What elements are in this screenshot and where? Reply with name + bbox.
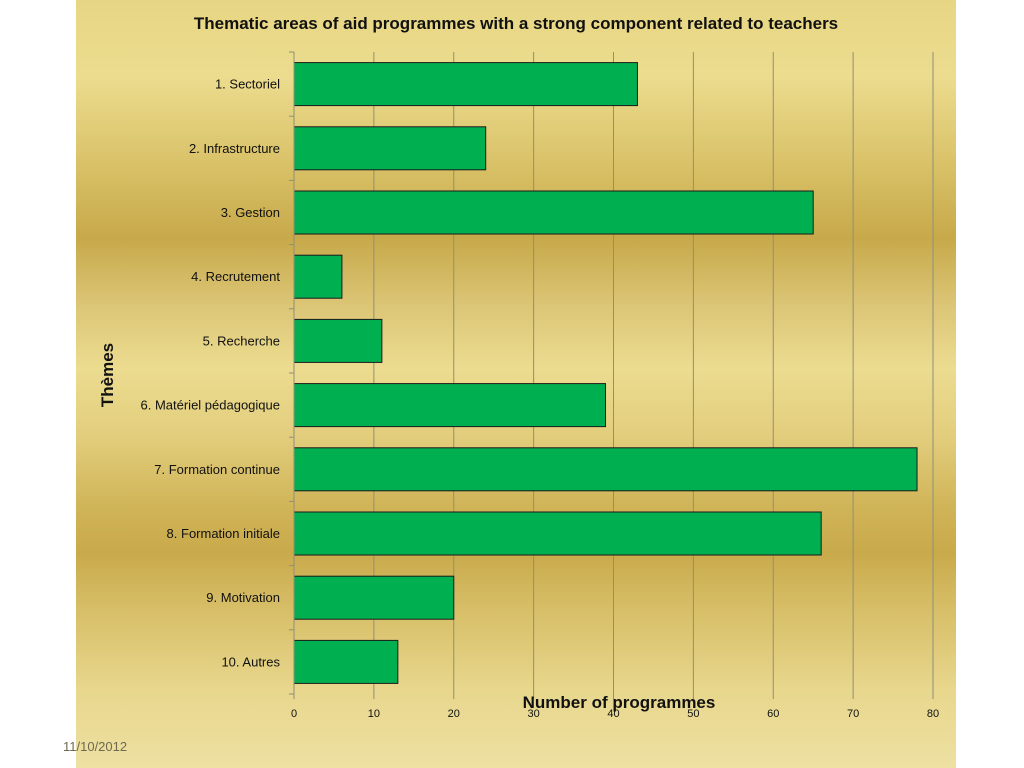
category-label: 7. Formation continue <box>154 462 280 477</box>
category-label: 5. Recherche <box>203 333 280 348</box>
bar-9 <box>293 575 455 620</box>
x-tick-label: 50 <box>687 708 699 720</box>
x-tick-label: 60 <box>767 708 779 720</box>
bar-2 <box>293 126 487 171</box>
axes <box>289 51 934 699</box>
category-label: 10. Autres <box>221 654 280 669</box>
x-tick-label: 80 <box>927 708 939 720</box>
x-tick-label: 20 <box>448 708 460 720</box>
x-tick-label: 0 <box>291 708 297 720</box>
bar-5 <box>293 318 383 363</box>
bar-7 <box>293 447 918 492</box>
bar-6 <box>293 383 607 428</box>
x-axis-title: Number of programmes <box>523 693 716 712</box>
bar-8 <box>293 511 822 556</box>
category-label: 6. Matériel pédagogique <box>141 398 281 413</box>
x-tick-label: 10 <box>368 708 380 720</box>
x-tick-label: 30 <box>528 708 540 720</box>
bar-10 <box>293 639 399 684</box>
category-label: 1. Sectoriel <box>215 77 280 92</box>
bar-3 <box>293 190 814 235</box>
bar-4 <box>293 254 343 299</box>
x-tick-label: 70 <box>847 708 859 720</box>
bars <box>293 62 918 684</box>
category-label: 2. Infrastructure <box>189 141 280 156</box>
category-label: 9. Motivation <box>206 590 280 605</box>
labels: 0 10 20 30 40 50 60 70 80 1. Sectoriel 2. Infrastr… <box>141 77 940 720</box>
category-label: 3. Gestion <box>221 205 280 220</box>
y-axis-title: Thèmes <box>98 343 117 407</box>
category-label: 8. Formation initiale <box>167 526 280 541</box>
chart-title: Thematic areas of aid programmes with a … <box>194 14 838 33</box>
x-tick-label: 40 <box>607 708 619 720</box>
slide-date: 11/10/2012 <box>63 739 128 754</box>
bar-1 <box>293 62 638 107</box>
category-label: 4. Recrutement <box>191 269 280 284</box>
